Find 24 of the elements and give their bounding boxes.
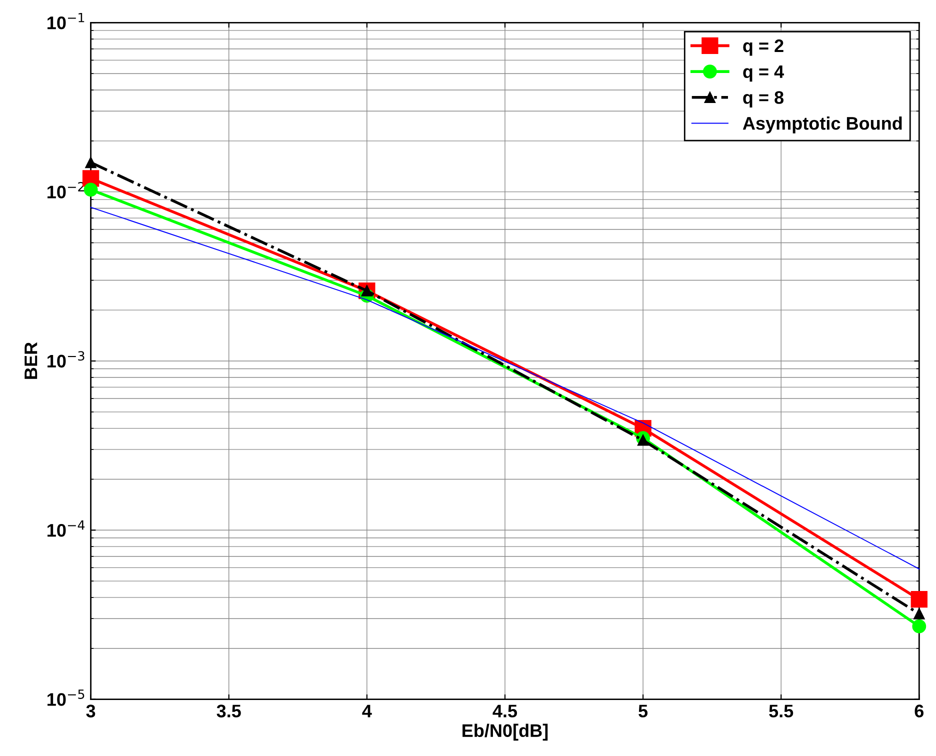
y-tick-label: 10$^{−3}$ bbox=[48, 351, 84, 368]
point bbox=[85, 156, 96, 168]
x-tick-label: 4 bbox=[362, 704, 372, 718]
y-axis-title: BER bbox=[24, 342, 38, 379]
point bbox=[912, 619, 926, 634]
point bbox=[637, 434, 649, 446]
y-tick-label: 10$^{−1}$ bbox=[48, 12, 84, 30]
x-tick-label: 3.5 bbox=[216, 704, 241, 718]
x-tick-label: 5 bbox=[638, 704, 648, 718]
legend-label: q = 8 bbox=[743, 91, 784, 108]
point bbox=[910, 590, 928, 608]
point bbox=[914, 608, 925, 620]
x-tick-label: 5.5 bbox=[769, 704, 794, 718]
legend-label: q = 4 bbox=[743, 65, 784, 82]
legend-label: Asymptotic Bound bbox=[742, 116, 902, 134]
y-tick-label: 10$^{−4}$ bbox=[48, 520, 85, 537]
x-tick-label: 3 bbox=[86, 704, 96, 718]
line-series bbox=[90, 206, 920, 570]
y-tick-label: 10$^{−5}$ bbox=[48, 690, 84, 706]
x-tick-label: 4.5 bbox=[492, 704, 518, 718]
legend-label: q = 2 bbox=[743, 39, 784, 56]
x-tick-label: 6 bbox=[914, 704, 924, 718]
point bbox=[84, 182, 98, 197]
x-axis-title: Eb/N0[dB] bbox=[462, 724, 548, 741]
